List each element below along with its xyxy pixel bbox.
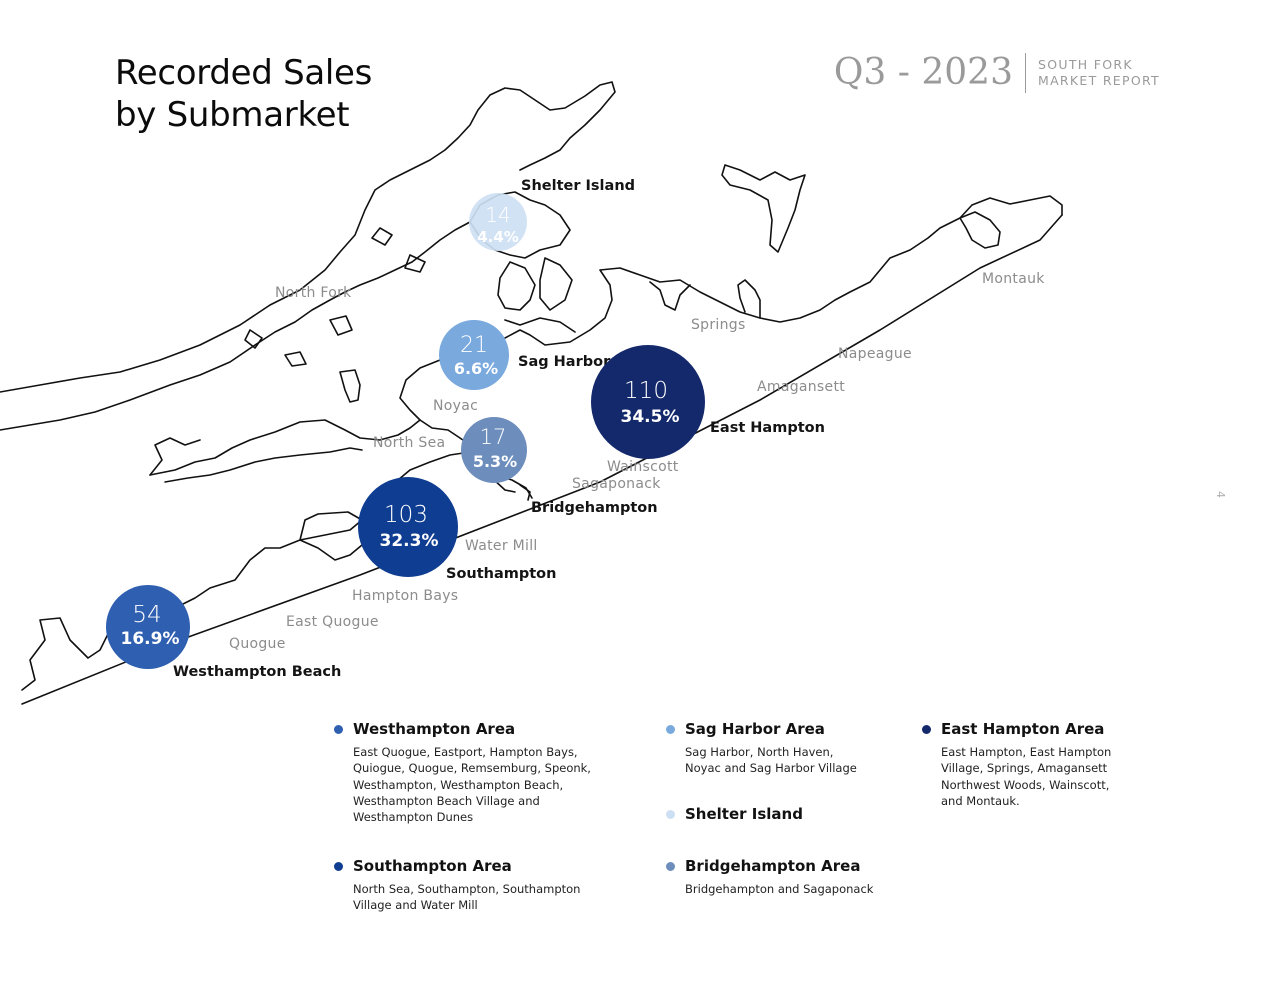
legend-dot-east-hampton <box>922 724 931 734</box>
submarket-label-westhampton: Westhampton Beach <box>173 664 341 680</box>
legend-item-shelter-island: Shelter Island <box>666 805 803 823</box>
town-label-montauk: Montauk <box>982 271 1045 287</box>
town-label-north-fork: North Fork <box>275 285 352 301</box>
legend-desc-sag-harbor: Sag Harbor, North Haven, Noyac and Sag H… <box>685 745 857 776</box>
legend-dot-sag-harbor <box>666 724 675 734</box>
legend-item-sag-harbor: Sag Harbor Area Sag Harbor, North Haven,… <box>666 720 857 777</box>
bubble-southampton-count: 103 <box>384 502 428 528</box>
town-label-wainscott: Wainscott <box>607 459 679 475</box>
bubble-westhampton-pct: 16.9% <box>121 629 180 649</box>
legend-title-east-hampton: East Hampton Area <box>941 720 1105 738</box>
legend-desc-bridgehampton: Bridgehampton and Sagaponack <box>685 882 874 896</box>
town-label-east-quogue: East Quogue <box>286 614 379 630</box>
south-fork-map: North Fork Springs Montauk Napeague Amag… <box>0 81 1063 705</box>
legend-item-southampton: Southampton Area North Sea, Southampton,… <box>334 857 580 914</box>
town-label-napeague: Napeague <box>838 346 912 362</box>
legend-desc-westhampton: East Quogue, Eastport, Hampton Bays, Qui… <box>353 745 591 825</box>
report-badge: Q3 - 2023 SOUTH FORK MARKET REPORT <box>834 52 1160 93</box>
legend-title-southampton: Southampton Area <box>353 857 512 875</box>
bubble-sag-harbor-pct: 6.6% <box>454 359 498 378</box>
bubble-east-hampton-count: 110 <box>624 378 668 404</box>
legend-desc-southampton: North Sea, Southampton, Southampton Vill… <box>353 882 581 913</box>
legend-title-westhampton: Westhampton Area <box>353 720 516 738</box>
bubble-sag-harbor-circle <box>439 320 509 390</box>
submarket-label-sag-harbor: Sag Harbor <box>518 354 611 370</box>
bubble-sag-harbor: 21 6.6% <box>439 320 509 390</box>
bubble-bridgehampton-count: 17 <box>480 425 507 449</box>
legend-title-sag-harbor: Sag Harbor Area <box>685 720 825 738</box>
bubble-bridgehampton: 17 5.3% <box>461 417 527 483</box>
town-label-quogue: Quogue <box>229 636 286 652</box>
report-name-line-1: SOUTH FORK <box>1038 56 1133 72</box>
bubble-westhampton-circle <box>106 585 190 669</box>
town-label-springs: Springs <box>691 317 746 333</box>
town-label-hampton-bays: Hampton Bays <box>352 588 458 604</box>
bubble-sag-harbor-count: 21 <box>460 333 488 358</box>
legend-title-shelter-island: Shelter Island <box>685 805 803 823</box>
legend-title-bridgehampton: Bridgehampton Area <box>685 857 861 875</box>
legend-item-westhampton: Westhampton Area East Quogue, Eastport, … <box>334 720 591 825</box>
bubble-southampton-pct: 32.3% <box>380 531 439 551</box>
page-title: Recorded Sales by Submarket <box>115 52 372 136</box>
submarket-label-bridgehampton: Bridgehampton <box>531 500 658 516</box>
submarket-label-southampton: Southampton <box>446 566 556 582</box>
report-name-line-2: MARKET REPORT <box>1038 72 1160 88</box>
bubble-bridgehampton-pct: 5.3% <box>473 452 517 471</box>
submarket-label-shelter-island: Shelter Island <box>521 178 635 194</box>
bubble-shelter-island-pct: 4.4% <box>477 228 519 246</box>
report-divider <box>1025 52 1026 93</box>
legend-dot-shelter-island <box>666 809 675 819</box>
bubble-shelter-island-count: 14 <box>485 203 510 227</box>
submarket-label-east-hampton: East Hampton <box>710 420 825 436</box>
legend-desc-east-hampton: East Hampton, East Hampton Village, Spri… <box>941 745 1112 808</box>
legend-item-east-hampton: East Hampton Area East Hampton, East Ham… <box>922 720 1111 809</box>
bubble-east-hampton-pct: 34.5% <box>621 407 680 427</box>
town-label-noyac: Noyac <box>433 398 478 414</box>
report-period: Q3 - 2023 <box>833 52 1013 93</box>
legend-item-bridgehampton: Bridgehampton Area Bridgehampton and Sag… <box>666 857 873 897</box>
town-label-north-sea: North Sea <box>373 435 445 451</box>
legend-dot-southampton <box>334 861 343 871</box>
bubble-east-hampton-circle <box>591 345 705 459</box>
bubble-shelter-island: 14 4.4% <box>469 193 527 251</box>
coastline-outline <box>0 81 1063 705</box>
title-line-1: Recorded Sales <box>115 53 373 93</box>
bubble-southampton-circle <box>358 477 458 577</box>
bubble-shelter-island-circle <box>469 193 527 251</box>
bubble-east-hampton: 110 34.5% <box>591 345 705 459</box>
report-name: SOUTH FORK MARKET REPORT <box>1038 57 1160 89</box>
town-label-water-mill: Water Mill <box>465 538 538 554</box>
town-label-sagaponack: Sagaponack <box>572 476 661 492</box>
town-label-amagansett: Amagansett <box>757 379 845 395</box>
legend-dot-westhampton <box>334 724 343 734</box>
bubble-westhampton-count: 54 <box>132 602 161 628</box>
title-line-2: by Submarket <box>115 95 350 135</box>
legend-dot-bridgehampton <box>666 861 675 871</box>
bubble-bridgehampton-circle <box>461 417 527 483</box>
bubble-westhampton: 54 16.9% <box>106 585 190 669</box>
bubble-southampton: 103 32.3% <box>358 477 458 577</box>
